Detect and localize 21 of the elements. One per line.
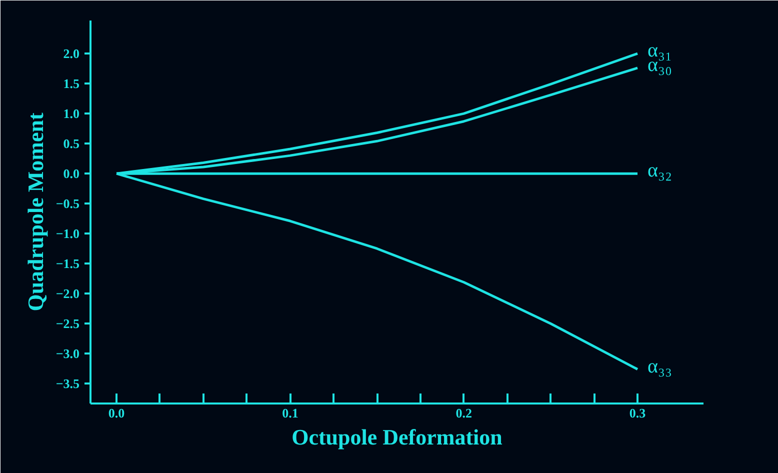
x-tick-label: 0.2 [456,406,472,420]
y-axis-title: Quadrupole Moment [22,112,48,312]
y-tick-label: −1.0 [56,226,80,242]
y-tick-label: −0.5 [56,196,80,212]
y-tick-label: 0.0 [63,166,80,182]
x-tick-label: 0.3 [629,406,646,420]
y-tick-label: 0.5 [63,136,80,152]
y-tick-label: −3.0 [56,346,80,362]
y-tick-label: −1.5 [56,256,80,272]
y-tick-label: −3.5 [56,376,80,392]
x-tick-label: 0.1 [282,406,298,420]
y-tick-label: −2.0 [56,286,80,302]
y-tick-label: 1.5 [63,76,80,92]
y-tick-label: 2.0 [63,46,80,62]
series-label: α₃₃ [648,355,672,378]
y-tick-label: 1.0 [63,106,80,122]
x-axis-title: Octupole Deformation [292,424,502,450]
series-label: α₃₂ [648,160,672,182]
y-tick-label: −2.5 [56,316,80,332]
series-label: α₃₁ [648,40,672,62]
x-tick-label: 0.0 [108,406,125,420]
